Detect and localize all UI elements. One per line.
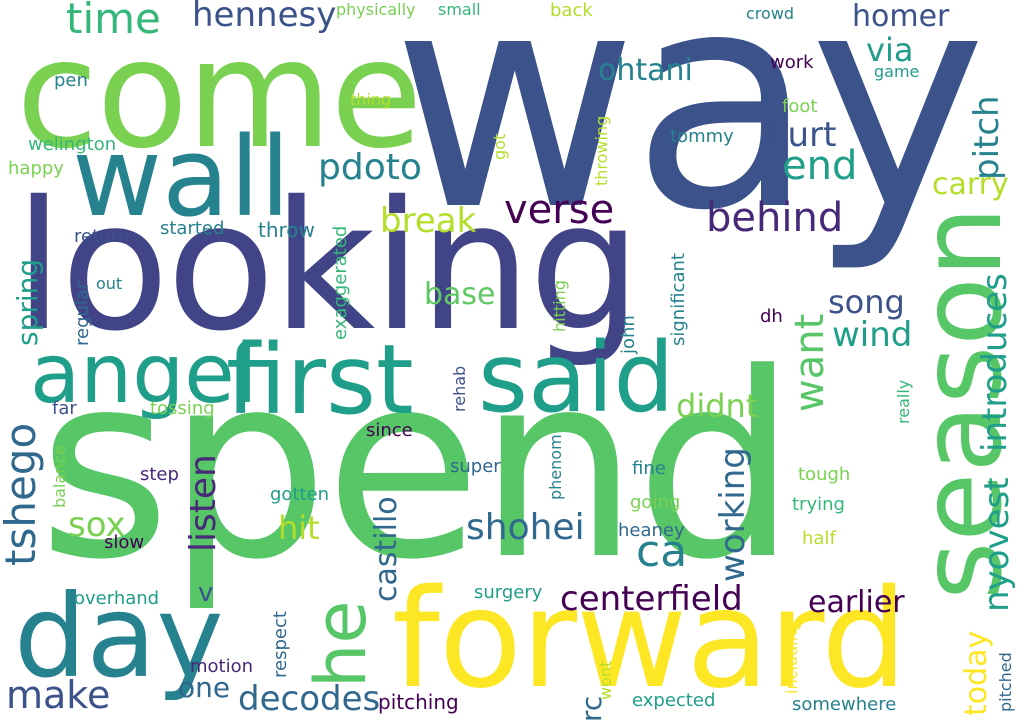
word-break: break bbox=[380, 201, 477, 241]
word-he: he bbox=[300, 600, 382, 688]
word-nyovest: nyovest bbox=[977, 477, 1017, 612]
word-john: john bbox=[618, 315, 639, 354]
word-motion: motion bbox=[190, 656, 254, 677]
word-working: working bbox=[713, 447, 753, 582]
word-pitching: pitching bbox=[378, 690, 459, 714]
word-exaggerated: exaggerated bbox=[330, 225, 351, 340]
word-hitting: hitting bbox=[550, 280, 569, 332]
word-come: come bbox=[16, 8, 423, 182]
word-heaney: heaney bbox=[618, 520, 685, 541]
word-really: really bbox=[894, 379, 913, 424]
word-end: end bbox=[782, 143, 858, 189]
word-far: far bbox=[52, 398, 77, 419]
word-decodes: decodes bbox=[238, 679, 381, 719]
word-foot: foot bbox=[782, 96, 818, 117]
word-small: small bbox=[438, 0, 481, 19]
word-hennesy: hennesy bbox=[192, 0, 337, 35]
word-homer: homer bbox=[852, 0, 950, 34]
word-wall: wall bbox=[72, 113, 291, 241]
word-spend: spend bbox=[38, 319, 797, 616]
word-shohei: shohei bbox=[466, 507, 585, 548]
word-phenom: phenom bbox=[546, 434, 565, 500]
word-significant: significant bbox=[668, 253, 689, 346]
word-tommy: tommy bbox=[670, 126, 734, 147]
word-welington: welington bbox=[28, 134, 117, 155]
word-want: want bbox=[787, 313, 833, 412]
word-thing: thing bbox=[350, 90, 392, 109]
word-game: game bbox=[874, 62, 920, 81]
word-wind: wind bbox=[832, 315, 913, 355]
word-return: return bbox=[74, 226, 130, 247]
word-centerfield: centerfield bbox=[560, 579, 743, 619]
word-sox: sox bbox=[68, 505, 126, 545]
word-v: v bbox=[198, 578, 214, 608]
word-ca: ca bbox=[636, 526, 688, 577]
word-introduces: introduces bbox=[975, 273, 1015, 452]
word-throw: throw bbox=[258, 218, 315, 242]
word-got: got bbox=[490, 133, 509, 160]
word-pitched: pitched bbox=[996, 652, 1015, 712]
word-work: work bbox=[770, 52, 814, 73]
word-expected: expected bbox=[632, 690, 716, 711]
word-behind: behind bbox=[706, 195, 844, 241]
word-tossing: tossing bbox=[150, 398, 215, 419]
word-fine: fine bbox=[632, 458, 666, 479]
word-spring: spring bbox=[11, 258, 44, 346]
word-tough: tough bbox=[798, 464, 851, 485]
word-dh: dh bbox=[760, 306, 783, 327]
word-super: super bbox=[450, 456, 501, 477]
word-step: step bbox=[140, 464, 179, 485]
word-earlier: earlier bbox=[808, 585, 905, 620]
word-throwing: throwing bbox=[592, 115, 611, 186]
word-pen: pen bbox=[54, 70, 88, 91]
word-make: make bbox=[6, 673, 111, 717]
word-didnt: didnt bbox=[676, 387, 759, 425]
word-pdoto: pdoto bbox=[318, 147, 422, 188]
word-ohtani: ohtani bbox=[598, 53, 693, 88]
word-out: out bbox=[96, 274, 123, 293]
word-rehab: rehab bbox=[450, 365, 469, 412]
word-balance: balance bbox=[50, 445, 69, 508]
word-verse: verse bbox=[504, 187, 615, 233]
word-first: first bbox=[226, 324, 414, 436]
word-wont: wont bbox=[596, 660, 615, 700]
word-back: back bbox=[550, 0, 593, 21]
word-looking: looking bbox=[14, 163, 642, 370]
word-gotten: gotten bbox=[270, 484, 330, 505]
word-said: said bbox=[478, 322, 675, 434]
word-hurt: hurt bbox=[766, 115, 837, 155]
word-song: song bbox=[828, 283, 905, 321]
word-carry: carry bbox=[932, 167, 1009, 202]
word-angel: angel bbox=[30, 327, 258, 422]
word-regular: regular bbox=[72, 281, 93, 346]
word-tshego: tshego bbox=[0, 422, 45, 566]
word-physically: physically bbox=[336, 0, 416, 19]
word-including: including bbox=[782, 621, 801, 694]
word-forward: forward bbox=[392, 561, 907, 719]
word-via: via bbox=[866, 31, 914, 69]
word-happy: happy bbox=[8, 158, 64, 179]
word-overhand: overhand bbox=[74, 588, 160, 609]
word-since: since bbox=[366, 420, 413, 441]
word-castillo: castillo bbox=[369, 496, 404, 602]
word-going: going bbox=[630, 492, 681, 513]
word-way: way bbox=[392, 0, 987, 276]
word-one: one bbox=[178, 671, 231, 704]
word-slow: slow bbox=[104, 532, 145, 553]
word-base: base bbox=[424, 277, 496, 312]
word-half: half bbox=[802, 528, 836, 549]
word-respect: respect bbox=[270, 611, 291, 678]
word-somewhere: somewhere bbox=[792, 694, 897, 715]
word-time: time bbox=[66, 0, 161, 43]
word-surgery: surgery bbox=[474, 582, 543, 603]
word-crowd: crowd bbox=[746, 4, 795, 23]
word-started: started bbox=[160, 218, 225, 239]
word-trying: trying bbox=[792, 494, 845, 515]
word-hit: hit bbox=[278, 509, 320, 547]
word-listen: listen bbox=[183, 454, 224, 552]
word-day: day bbox=[14, 570, 224, 703]
word-today: today bbox=[959, 630, 994, 716]
